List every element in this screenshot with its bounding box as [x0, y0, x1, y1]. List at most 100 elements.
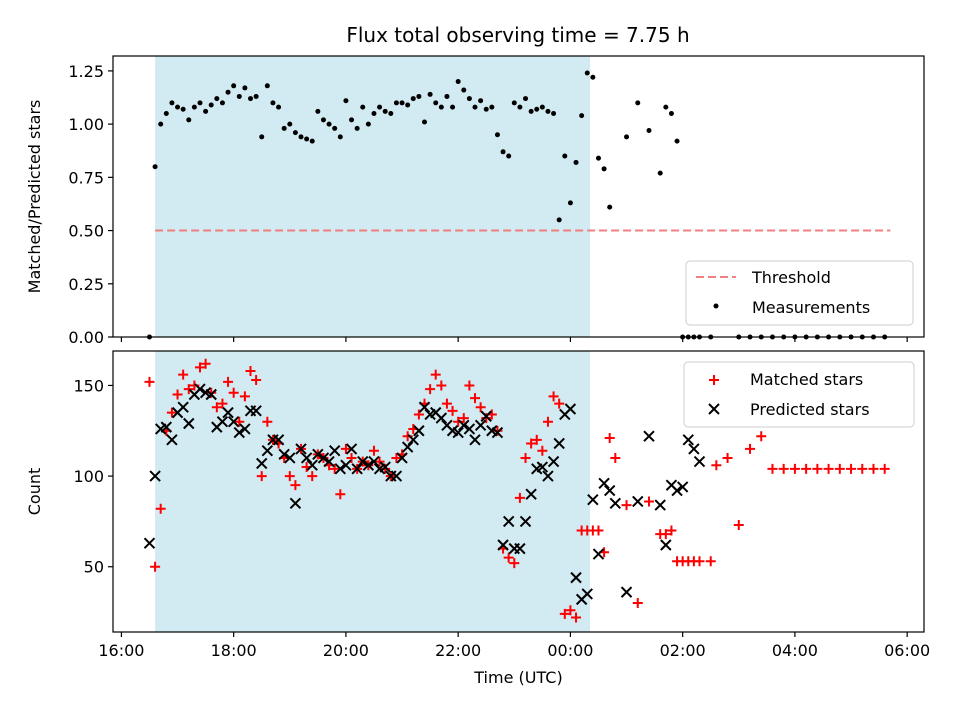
matched-stars-point — [643, 496, 654, 507]
matched-stars-point — [604, 433, 615, 444]
legend-measurements-swatch — [713, 303, 719, 309]
measurement-point — [315, 108, 321, 114]
matched-stars-point — [239, 391, 250, 402]
predicted-stars-point — [480, 410, 492, 422]
predicted-stars-point — [587, 493, 599, 506]
predicted-stars-point — [149, 470, 161, 482]
predicted-stars-point — [654, 499, 666, 511]
measurement-point — [377, 104, 383, 110]
y-tick-label: 0.50 — [68, 222, 104, 241]
matched-stars-point — [632, 597, 643, 608]
matched-stars-point — [666, 525, 677, 536]
matched-stars-point — [481, 413, 492, 424]
matched-stars-point — [223, 376, 234, 387]
measurement-point — [556, 217, 562, 223]
predicted-stars-point — [239, 423, 251, 435]
matched-stars-point — [812, 463, 823, 474]
y-tick-label: 100 — [73, 467, 104, 486]
observing-span-shade — [155, 56, 591, 337]
predicted-stars-point — [463, 423, 476, 435]
predicted-stars-point — [362, 459, 375, 471]
measurement-point — [573, 159, 579, 165]
predicted-stars-point — [289, 497, 302, 509]
predicted-stars-point — [194, 383, 206, 395]
measurement-point — [343, 98, 349, 104]
measurement-point — [517, 104, 523, 110]
measurement-point — [309, 138, 315, 144]
predicted-stars-point — [278, 448, 290, 461]
predicted-stars-point — [166, 434, 178, 446]
matched-stars-point — [694, 556, 705, 567]
matched-stars-point — [447, 405, 458, 416]
measurement-point — [225, 89, 231, 95]
matched-stars-point — [542, 416, 553, 427]
predicted-stars-point — [581, 588, 593, 600]
matched-stars-point — [234, 416, 245, 427]
predicted-stars-point — [177, 401, 189, 413]
measurement-point — [180, 106, 186, 112]
predicted-stars-point — [379, 461, 391, 473]
legend-matched-label: Matched stars — [750, 370, 863, 389]
predicted-stars-point — [452, 426, 464, 439]
matched-stars-point — [756, 431, 767, 442]
legend-threshold-label: Threshold — [751, 268, 831, 287]
matched-stars-point — [144, 376, 155, 387]
matched-stars-point — [256, 471, 267, 482]
measurement-point — [511, 100, 517, 106]
matched-stars-point — [509, 558, 520, 569]
matched-stars-point — [767, 463, 778, 474]
measurement-point — [416, 93, 422, 99]
predicted-stars-point — [609, 497, 622, 509]
legend-matched-swatch — [709, 375, 719, 385]
matched-stars-point — [733, 520, 744, 531]
measurement-point — [444, 93, 450, 99]
predicted-stars-point — [519, 515, 532, 528]
predicted-stars-point — [340, 459, 352, 471]
predicted-stars-point — [491, 426, 504, 439]
matched-stars-point — [346, 452, 357, 463]
matched-stars-point — [436, 380, 447, 391]
predicted-stars-point — [250, 405, 262, 417]
matched-stars-point — [823, 463, 834, 474]
measurement-point — [163, 110, 169, 116]
measurement-point — [534, 106, 540, 112]
predicted-stars-point — [643, 430, 655, 442]
predicted-stars-point — [564, 403, 577, 415]
matched-stars-point — [846, 463, 857, 474]
predicted-stars-point — [542, 470, 554, 482]
measurement-point — [382, 108, 388, 114]
measurement-point — [567, 200, 573, 206]
measurement-point — [551, 110, 557, 116]
x-axis-label: Time (UTC) — [473, 668, 562, 687]
y-tick-label: 150 — [73, 376, 104, 395]
measurement-point — [472, 104, 478, 110]
measurement-point — [427, 91, 433, 97]
predicted-stars-point — [660, 539, 672, 551]
measurement-point — [388, 110, 394, 116]
predicted-stars-point — [284, 452, 296, 464]
measurement-point — [236, 93, 242, 99]
x-tick-label: 18:00 — [211, 641, 257, 660]
matched-stars-point — [290, 480, 301, 491]
predicted-stars-point — [547, 455, 560, 468]
matched-stars-point — [745, 443, 756, 454]
measurement-point — [657, 170, 663, 176]
predicted-stars-point — [368, 455, 380, 468]
matched-stars-point — [172, 389, 183, 400]
predicted-stars-point — [435, 412, 448, 424]
matched-stars-point — [475, 402, 486, 413]
measurement-point — [579, 113, 585, 119]
matched-stars-point — [857, 463, 868, 474]
observing-span-shade — [155, 351, 591, 632]
predicted-stars-point — [334, 463, 347, 475]
y-tick-label: 0.75 — [68, 168, 104, 187]
matched-stars-point — [705, 556, 716, 567]
measurement-point — [231, 83, 237, 89]
measurement-point — [590, 74, 596, 80]
measurement-point — [635, 100, 641, 106]
predicted-stars-point — [413, 425, 425, 437]
predicted-stars-point — [357, 455, 369, 468]
measurement-point — [270, 100, 276, 106]
measurement-point — [405, 102, 411, 108]
matched-stars-point — [610, 452, 621, 463]
